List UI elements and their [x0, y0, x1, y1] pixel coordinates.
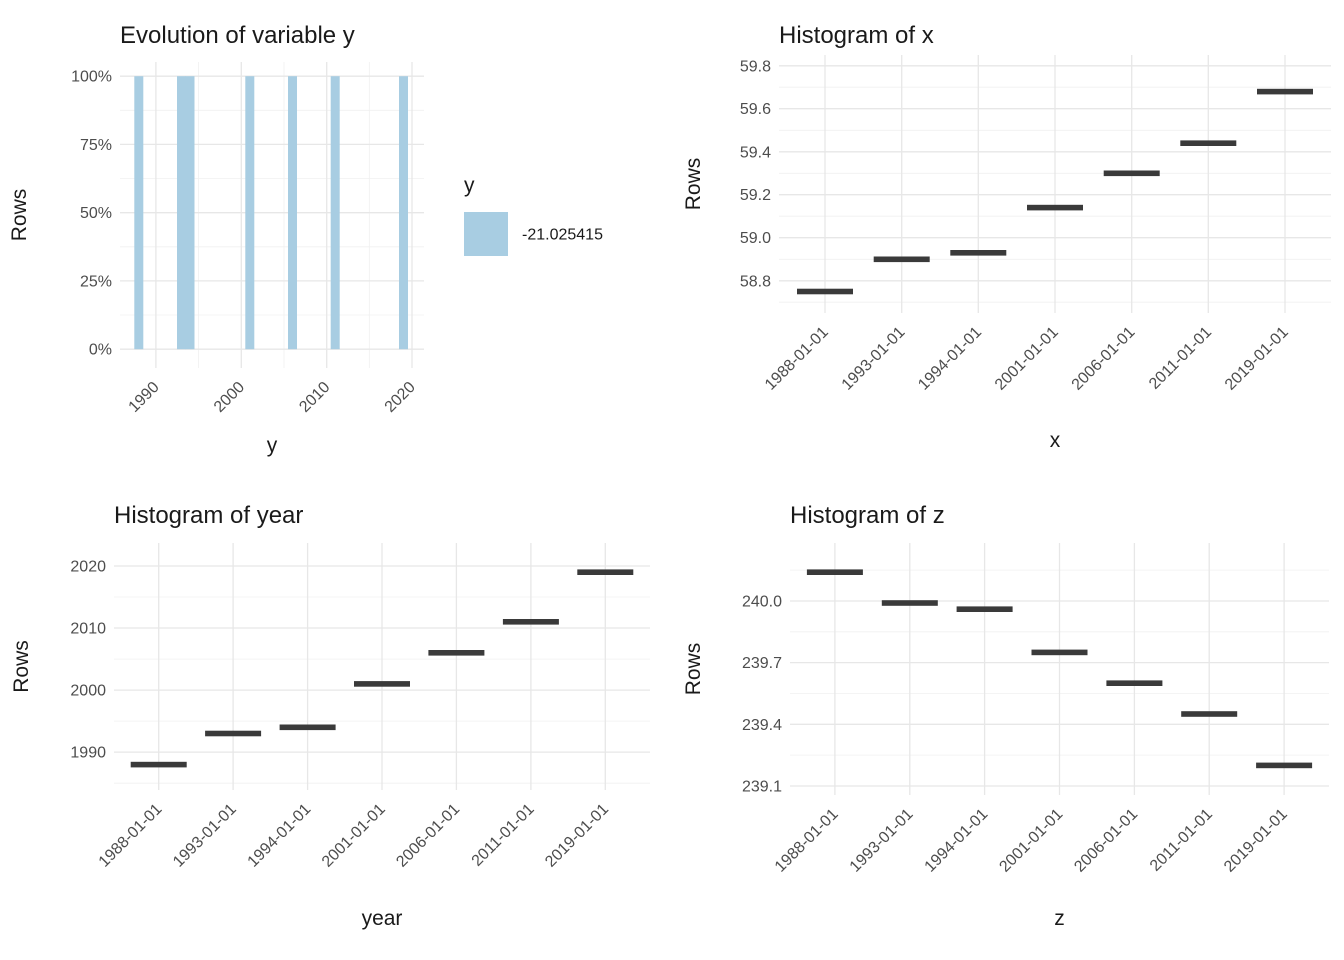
bar-mark [134, 76, 144, 350]
y-tick-label: 240.0 [742, 594, 782, 611]
x-axis-title: z [1054, 907, 1065, 930]
segment-mark [1181, 711, 1238, 717]
panel-histogram-of-year: 1990 2000 2010 2020 1988-01-01 1993-01-01 1994… [0, 480, 672, 960]
segment-mark [205, 730, 262, 737]
segment-mark [806, 569, 863, 575]
y-tick-label: 75% [80, 137, 112, 154]
x-axis-title: year [362, 907, 403, 930]
histogram-of-z-chart: 239.1 239.4 239.7 240.0 1988-01-01 1993-01-01… [682, 502, 1329, 930]
y-tick-label: 2010 [70, 621, 106, 638]
x-tick-label: 2019-01-01 [1222, 324, 1292, 394]
x-tick-label: 2020 [382, 379, 419, 416]
y-tick-label: 100% [71, 69, 112, 86]
segment-mark [577, 569, 634, 575]
segment-mark [881, 600, 938, 606]
x-tick-label: 1993-01-01 [847, 806, 917, 876]
segment-mark [1027, 204, 1083, 211]
segment-mark [1256, 762, 1313, 769]
panel-histogram-of-x: 58.8 59.0 59.2 59.4 59.6 59.8 1988-01-01 1993-0… [672, 0, 1344, 480]
chart-title: Histogram of year [114, 502, 303, 529]
chart-title: Histogram of x [779, 22, 934, 49]
segment-mark [1180, 140, 1237, 146]
segment-mark [279, 724, 336, 731]
y-tick-label: 50% [80, 205, 112, 222]
bar-mark [245, 76, 255, 350]
y-tick-label: 25% [80, 273, 112, 290]
bar-mark [177, 76, 186, 350]
chart-title: Histogram of z [790, 502, 945, 529]
segment-mark [1106, 680, 1163, 686]
chart-title: Evolution of variable y [120, 22, 355, 49]
y-tick-label: 1990 [70, 745, 106, 762]
y-tick-label: 2000 [70, 683, 106, 700]
x-tick-label: 2006-01-01 [393, 801, 463, 871]
segment-mark [354, 681, 410, 687]
panel-evolution-of-y: 0% 25% 50% 75% 100% 1990 2000 2010 2020 y Rows Evol… [0, 0, 672, 480]
x-tick-label: 2010 [296, 379, 333, 416]
x-tick-label: 1988-01-01 [772, 806, 842, 876]
y-tick-label: 2020 [70, 559, 106, 576]
x-tick-label: 2006-01-01 [1069, 324, 1139, 394]
y-tick-label: 239.1 [742, 779, 782, 796]
x-tick-label: 2001-01-01 [992, 324, 1062, 394]
y-tick-label: 0% [89, 342, 112, 359]
x-tick-label: 2019-01-01 [542, 801, 612, 871]
histogram-of-x-chart: 58.8 59.0 59.2 59.4 59.6 59.8 1988-01-01 1993-0… [682, 22, 1331, 452]
bar-mark [330, 76, 340, 350]
y-tick-label: 239.4 [742, 717, 782, 734]
x-tick-label: 2011-01-01 [469, 801, 538, 870]
x-tick-label: 1994-01-01 [245, 801, 315, 871]
y-axis-title: Rows [682, 158, 705, 211]
legend-title: y [464, 174, 475, 197]
x-tick-label: 1988-01-01 [762, 324, 832, 394]
segment-mark [797, 288, 853, 295]
y-tick-label: 58.8 [740, 273, 771, 290]
y-axis-title: Rows [10, 640, 33, 693]
bar-mark [185, 76, 195, 350]
segment-mark [950, 250, 1007, 256]
segment-mark [873, 256, 930, 263]
y-tick-label: 59.0 [740, 230, 771, 247]
x-tick-label: 2000 [211, 379, 248, 416]
x-axis-title: x [1050, 429, 1061, 452]
x-tick-label: 1993-01-01 [170, 801, 240, 871]
x-tick-label: 2006-01-01 [1071, 806, 1141, 876]
y-tick-label: 59.2 [740, 187, 771, 204]
x-tick-label: 1988-01-01 [96, 801, 166, 871]
x-axis-title: y [267, 434, 278, 457]
y-tick-label: 59.4 [740, 144, 771, 161]
legend-key [464, 212, 508, 256]
bar-mark [288, 76, 297, 350]
x-tick-label: 2011-01-01 [1147, 806, 1216, 875]
segment-mark [428, 650, 485, 656]
y-axis-title: Rows [8, 189, 31, 242]
segment-mark [1031, 649, 1088, 656]
segment-mark [1257, 88, 1313, 95]
x-tick-label: 1994-01-01 [915, 324, 985, 394]
segment-mark [956, 606, 1013, 612]
segment-mark [502, 619, 559, 625]
y-axis-title: Rows [682, 643, 705, 696]
x-tick-label: 2001-01-01 [319, 801, 389, 871]
x-tick-label: 1994-01-01 [922, 806, 992, 876]
y-tick-label: 59.8 [740, 58, 771, 75]
x-tick-label: 2011-01-01 [1146, 324, 1215, 393]
legend-label: -21.025415 [522, 227, 603, 244]
histogram-of-year-chart: 1990 2000 2010 2020 1988-01-01 1993-01-01 1994… [10, 502, 650, 930]
x-tick-label: 2001-01-01 [996, 806, 1066, 876]
x-tick-label: 2019-01-01 [1221, 806, 1291, 876]
y-tick-label: 59.6 [740, 101, 771, 118]
evolution-of-y-chart: 0% 25% 50% 75% 100% 1990 2000 2010 2020 y Rows Evol… [8, 22, 603, 457]
bar-mark [399, 76, 408, 350]
x-tick-label: 1993-01-01 [839, 324, 909, 394]
segment-mark [1103, 170, 1160, 177]
y-tick-label: 239.7 [742, 655, 782, 672]
x-tick-label: 1990 [126, 379, 163, 416]
segment-mark [130, 761, 187, 768]
panel-histogram-of-z: 239.1 239.4 239.7 240.0 1988-01-01 1993-01-01… [672, 480, 1344, 960]
